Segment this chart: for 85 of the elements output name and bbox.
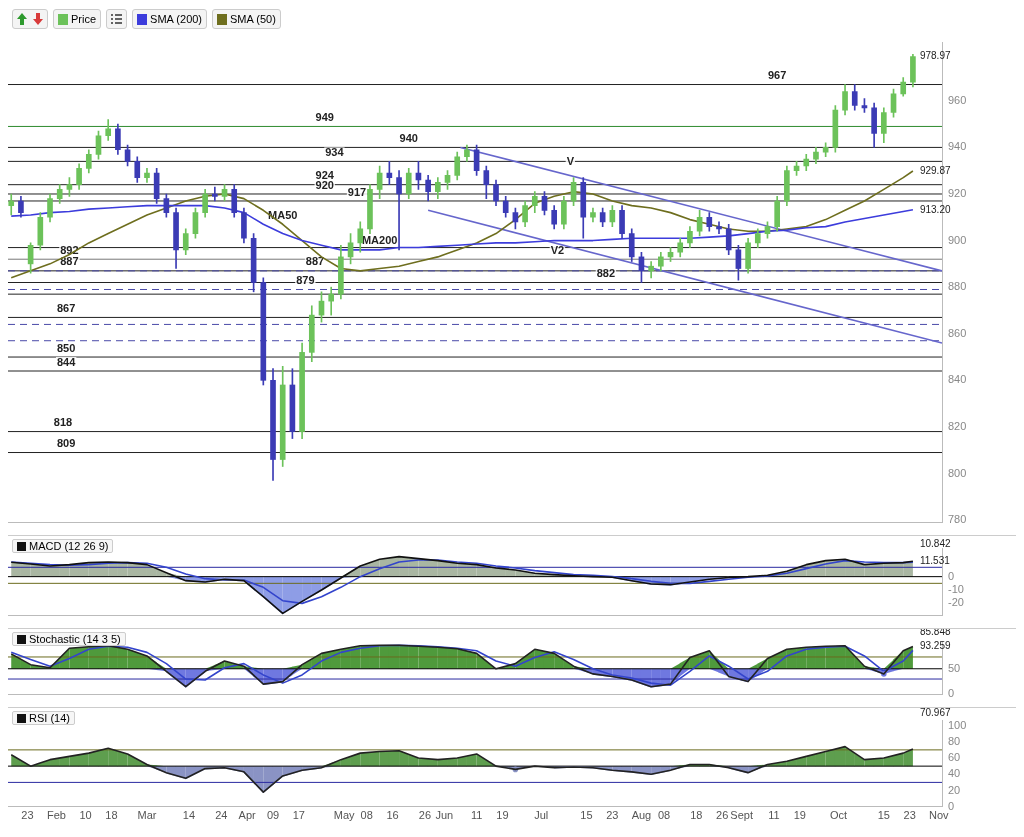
y-tick-label: 960 (948, 93, 967, 106)
chart-title: Stochastic (14 3 5) (29, 633, 121, 645)
annotation: V2 (550, 243, 565, 256)
x-tick-label: Sept (730, 809, 753, 822)
x-tick-label: 15 (877, 809, 890, 822)
x-tick-label: 19 (496, 809, 509, 822)
y-tick-label: 0 (948, 799, 955, 812)
annotation: 850 (57, 341, 76, 354)
data-label: 10.842 (919, 537, 951, 549)
x-tick-label: Aug (631, 809, 652, 822)
x-tick-label: Feb (46, 809, 66, 822)
x-tick-label: 15 (580, 809, 593, 822)
x-tick-label: May (333, 809, 355, 822)
legend-label: SMA (200) (150, 13, 203, 25)
data-label: 11.531 (919, 555, 951, 566)
annotation: 844 (57, 355, 77, 368)
x-tick-label: 08 (360, 809, 373, 822)
y-tick-label: 40 (948, 767, 961, 780)
y-tick-label: 920 (948, 187, 967, 200)
y-tick-label: -20 (948, 596, 964, 609)
y-tick-label: 940 (948, 140, 967, 153)
x-tick-label: Oct (830, 809, 848, 822)
annotation: 867 (57, 301, 76, 314)
x-tick-label: 08 (657, 809, 671, 822)
x-tick-label: 18 (690, 809, 703, 822)
y-tick-label: 0 (948, 687, 955, 700)
y-tick-label: 880 (948, 280, 967, 293)
chart-title: RSI (14) (29, 712, 70, 724)
y-tick-label: 50 (948, 661, 961, 674)
x-tick-label: 24 (215, 809, 228, 822)
data-label: 913.20 (919, 203, 951, 215)
annotation: 887 (60, 255, 79, 268)
annotation: 879 (296, 274, 315, 287)
data-label: 70.967 (919, 706, 951, 718)
y-tick-label: 840 (948, 373, 967, 386)
x-tick-label: 11 (470, 809, 483, 822)
annotation: 917 (347, 185, 367, 198)
y-tick-label: -10 (948, 583, 964, 596)
text: 978.97 (919, 50, 951, 62)
y-tick-label: 780 (948, 513, 967, 526)
x-tick-label: 23 (903, 809, 916, 822)
annotation: 882 (596, 267, 616, 280)
annotation: 934 (325, 145, 345, 158)
annotation: 967 (768, 69, 787, 82)
x-tick-label: 14 (182, 809, 196, 822)
chart-title: MACD (12 26 9) (29, 540, 109, 552)
x-tick-label: 18 (105, 809, 118, 822)
y-tick-label: 860 (948, 326, 967, 339)
x-tick-label: 23 (606, 809, 619, 822)
x-tick-label: 19 (793, 809, 806, 822)
y-tick-label: 20 (948, 783, 961, 796)
x-tick-label: 17 (292, 809, 305, 822)
annotation: 818 (53, 416, 73, 429)
legend-label: SMA (50) (230, 13, 276, 25)
data-label: 93.259 (919, 640, 951, 652)
x-tick-label: Jul (534, 809, 549, 822)
x-tick-label: 23 (21, 809, 34, 822)
x-tick-label: 09 (266, 809, 280, 822)
y-tick-label: 820 (948, 419, 967, 432)
data-label: 85.848 (919, 626, 951, 638)
y-tick-label: 800 (948, 466, 967, 479)
annotation: 887 (305, 255, 325, 268)
x-tick-label: 11 (768, 809, 780, 822)
annotation: V (566, 155, 575, 168)
annotation: 920 (315, 178, 334, 191)
x-tick-label: 10 (79, 809, 92, 822)
x-tick-label: 26 (716, 809, 729, 822)
x-tick-label: Apr (238, 809, 257, 822)
annotation: MA200 (361, 234, 398, 247)
legend-label: Price (71, 13, 97, 25)
x-tick-label: Nov (928, 809, 950, 822)
data-label: 929.87 (919, 164, 951, 176)
x-tick-label: 16 (386, 809, 399, 822)
x-tick-label: 26 (418, 809, 432, 822)
annotation: MA50 (268, 208, 298, 221)
annotation: 949 (315, 110, 334, 123)
y-tick-label: 0 (948, 569, 955, 582)
y-tick-label: 100 (948, 718, 967, 731)
x-tick-label: Mar (137, 809, 157, 822)
y-tick-label: 60 (948, 751, 961, 764)
y-tick-label: 80 (948, 734, 961, 747)
annotation: 940 (399, 131, 418, 144)
y-tick-label: 900 (948, 233, 967, 246)
x-tick-label: Jun (435, 809, 454, 822)
annotation: 809 (57, 437, 76, 450)
